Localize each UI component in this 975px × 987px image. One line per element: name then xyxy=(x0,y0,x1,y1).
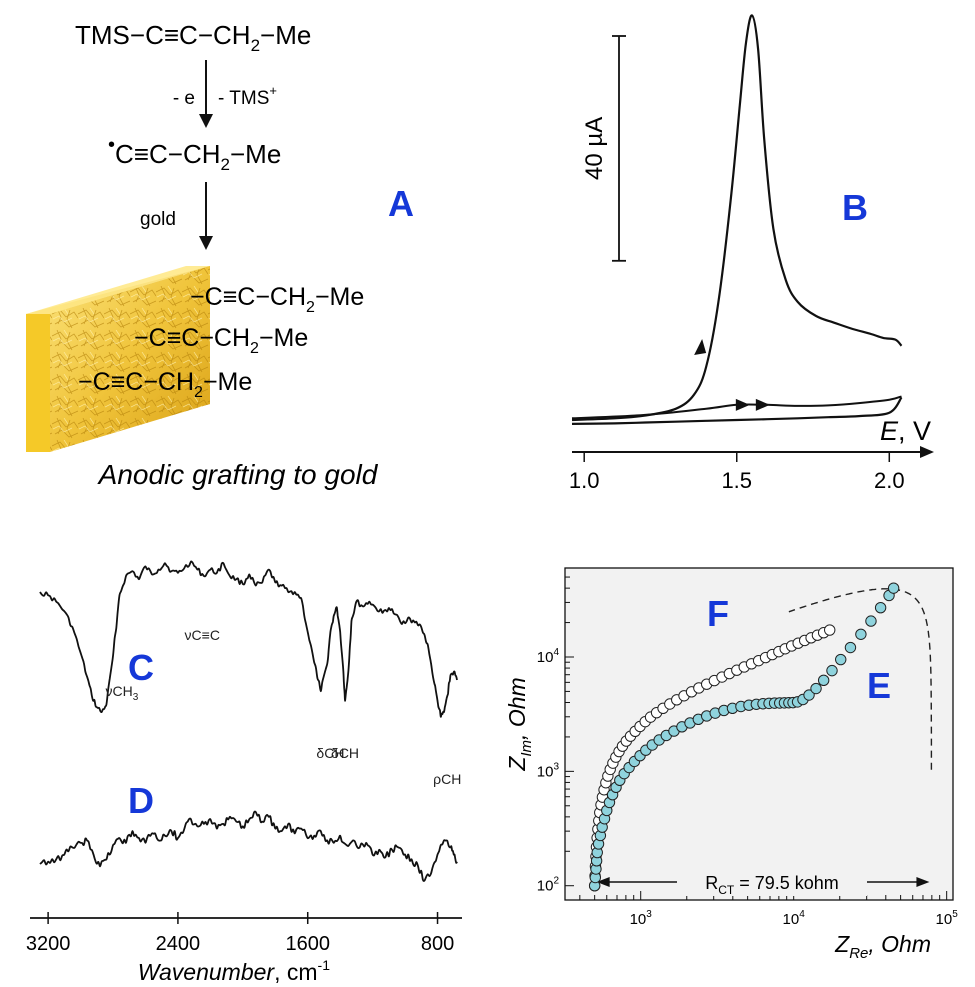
rct-arrowhead-left xyxy=(596,877,610,887)
x-tick-label: 105 xyxy=(936,909,959,928)
step2-gold-label: gold xyxy=(140,209,176,230)
y-tick-label: 103 xyxy=(537,761,560,780)
svg-text:−C≡C−CH2−Me: −C≡C−CH2−Me xyxy=(190,283,364,316)
y-tick-label: 102 xyxy=(537,876,560,895)
data-point-e xyxy=(874,601,887,614)
x-tick-label: 800 xyxy=(421,933,454,955)
scan-direction-arrow-3 xyxy=(755,398,770,411)
reactant-formula: TMS−C≡C−CH2−Me xyxy=(75,20,311,55)
grafted-chain-2: −C≡C−CH2−Me xyxy=(134,324,308,357)
x-tick-label: 2.0 xyxy=(874,468,905,493)
band-annotation: νCH3 xyxy=(106,683,139,703)
scale-bar-label: 40 µA xyxy=(581,117,608,180)
data-point-e xyxy=(887,582,900,594)
data-point-e xyxy=(803,689,815,701)
data-point-e xyxy=(810,682,822,695)
data-point-e xyxy=(817,674,830,687)
x-tick-label: 3200 xyxy=(26,933,71,955)
data-point-e xyxy=(835,653,847,666)
x-tick-label: 1600 xyxy=(285,933,330,955)
panel-ef-nyquist: 103 104 105 102 103 104 ZRe, Ohm ZIm, Ohm RCT = … xyxy=(504,567,959,962)
x-axis-label: E, V xyxy=(880,416,931,446)
svg-text:−C≡C−CH2−Me: −C≡C−CH2−Me xyxy=(134,324,308,357)
cv-reverse-scan xyxy=(571,396,903,425)
scan-direction-arrow xyxy=(694,338,707,355)
band-annotation: δCH xyxy=(331,745,359,761)
data-point-e xyxy=(826,664,838,677)
fit-arc-dashed xyxy=(788,588,933,770)
cv-second-cycle xyxy=(571,395,902,420)
svg-text:−C≡C−CH2−Me: −C≡C−CH2−Me xyxy=(78,368,252,401)
rct-arrowhead-right xyxy=(916,877,930,887)
step1-electron-loss: - e xyxy=(173,88,195,109)
scan-direction-arrow-2 xyxy=(735,398,750,411)
panel-a-scheme: TMS−C≡C−CH2−Me - e - TMS+ •C≡C−CH2−Me go… xyxy=(26,20,414,490)
scheme-caption: Anodic grafting to gold xyxy=(97,459,379,490)
panel-label-f: F xyxy=(707,593,729,634)
band-annotation: νC≡C xyxy=(185,627,220,643)
grafted-chain-3: −C≡C−CH2−Me xyxy=(78,368,252,401)
x-axis-arrowhead xyxy=(920,446,934,458)
x-tick-label: 1.5 xyxy=(721,468,752,493)
rct-label: RCT = 79.5 kohm xyxy=(705,873,839,897)
grafted-chain-1: −C≡C−CH2−Me xyxy=(190,283,364,316)
plot-area xyxy=(564,567,954,901)
gold-surface-illustration xyxy=(26,266,210,452)
reaction-arrow-1 xyxy=(199,60,213,128)
rct-label-bg xyxy=(677,868,867,896)
reaction-arrow-2 xyxy=(199,182,213,250)
panel-label-a: A xyxy=(388,183,414,224)
y-axis-label: ZIm, Ohm xyxy=(504,677,535,771)
data-point-f xyxy=(824,624,836,636)
y-tick-label: 104 xyxy=(537,647,560,666)
band-annotation: δCH xyxy=(316,745,344,761)
panel-label-e: E xyxy=(867,665,891,706)
band-annotation: ρCH xyxy=(433,771,461,787)
ir-spectrum-d xyxy=(39,810,458,882)
cv-forward-scan xyxy=(571,14,903,422)
panel-label-c: C xyxy=(128,647,154,688)
radical-formula: •C≡C−CH2−Me xyxy=(108,134,281,174)
ir-spectrum-c xyxy=(39,560,458,718)
data-point-e xyxy=(855,628,867,640)
step1-tms-loss: - TMS+ xyxy=(218,83,277,109)
x-axis-label: ZRe, Ohm xyxy=(834,931,931,962)
data-point-e xyxy=(844,641,857,654)
x-tick-label: 2400 xyxy=(156,933,201,955)
x-tick-label: 1.0 xyxy=(569,468,600,493)
x-axis-label: Wavenumber, cm-1 xyxy=(138,957,330,985)
x-tick-label: 103 xyxy=(630,909,653,928)
panel-b-voltammogram: 1.0 1.5 2.0 E, V 40 µA B xyxy=(569,14,934,493)
x-tick-label: 104 xyxy=(783,909,806,928)
panel-label-d: D xyxy=(128,780,154,821)
panel-label-b: B xyxy=(842,187,868,228)
data-point-e xyxy=(865,615,877,627)
